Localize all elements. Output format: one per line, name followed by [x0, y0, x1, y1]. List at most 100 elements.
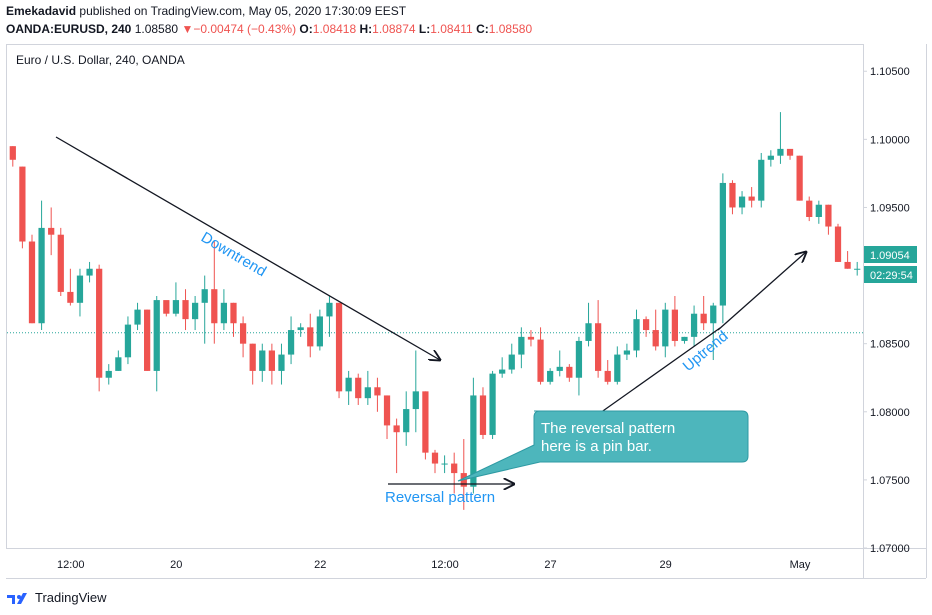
- candle-body: [796, 155, 803, 201]
- candle-body: [297, 327, 304, 331]
- candle-body: [316, 316, 323, 347]
- candle-body: [249, 343, 256, 371]
- candle-body: [825, 204, 832, 227]
- candle-body: [633, 319, 640, 351]
- candle-body: [566, 366, 573, 378]
- candle-body: [642, 319, 650, 331]
- tradingview-logo-icon[interactable]: [6, 591, 30, 605]
- candle-body: [777, 148, 784, 156]
- y-tick-label: 1.08500: [870, 339, 910, 351]
- low-label: L:: [418, 22, 431, 36]
- candle-body: [201, 289, 208, 303]
- y-tick-label: 1.07000: [870, 543, 910, 555]
- candle-body: [19, 166, 26, 242]
- candle-body: [307, 327, 314, 347]
- candle-body: [124, 324, 132, 358]
- candle-body: [345, 377, 352, 392]
- callout-line-1: The reversal pattern: [541, 420, 675, 437]
- candle-body: [220, 302, 228, 324]
- x-tick-label: May: [790, 559, 811, 571]
- price-tag-bg: [864, 246, 917, 263]
- candle-body: [547, 370, 554, 382]
- candle-body: [748, 196, 755, 201]
- x-tick-label: 12:00: [57, 559, 85, 571]
- candle-body: [355, 377, 362, 399]
- candle-body: [527, 336, 535, 340]
- reversal-label: Reversal pattern: [385, 489, 495, 506]
- candle-body: [518, 336, 525, 355]
- x-tick-label: 29: [660, 559, 672, 571]
- candle-body: [758, 159, 765, 201]
- candle-body: [595, 323, 602, 371]
- uptrend-line: [599, 327, 721, 414]
- x-tick-label: 22: [314, 559, 326, 571]
- open-value: 1.08418: [312, 22, 357, 36]
- high-value: 1.08874: [372, 22, 416, 36]
- candle-body: [489, 373, 496, 435]
- callout-line-2: here is a pin bar.: [541, 438, 652, 455]
- candle-body: [806, 200, 813, 217]
- candle-body: [287, 330, 295, 355]
- uptrend-arrow[interactable]: [717, 252, 806, 331]
- high-label: H:: [359, 22, 373, 36]
- footer: TradingView: [6, 590, 107, 605]
- price-axis: 1.105001.100001.095001.090001.085001.080…: [863, 66, 910, 555]
- candle-body: [834, 226, 842, 262]
- candle-body: [115, 357, 122, 371]
- candle-body: [451, 463, 458, 474]
- candle-body: [767, 155, 774, 160]
- candle-body: [508, 354, 515, 370]
- candle-body: [172, 300, 180, 314]
- callout-box[interactable]: [457, 410, 749, 482]
- candle-body: [854, 268, 861, 270]
- publisher-line: Emekadavid published on TradingView.com,…: [6, 4, 406, 18]
- candle-body: [335, 302, 343, 392]
- candle-body: [681, 336, 688, 341]
- candle-body: [623, 350, 631, 355]
- y-tick-label: 1.10000: [870, 134, 910, 146]
- open-label: O:: [299, 22, 313, 36]
- candle-body: [690, 313, 698, 337]
- candle-body: [479, 395, 487, 435]
- low-value: 1.08411: [430, 22, 473, 36]
- candle-body: [230, 302, 237, 324]
- countdown-tag-bg: [864, 266, 917, 283]
- candle-body: [729, 182, 736, 208]
- candle-body: [48, 227, 55, 235]
- candle-body: [537, 339, 544, 382]
- x-tick-label: 27: [544, 559, 556, 571]
- candle-body: [412, 391, 419, 410]
- candle-body: [76, 275, 84, 303]
- candle-body: [815, 204, 822, 217]
- candle-body: [278, 354, 285, 371]
- candle-body: [9, 146, 16, 160]
- candle-body: [326, 302, 333, 317]
- candle-body: [575, 340, 583, 378]
- price-change: −0.00474 (−0.43%): [193, 22, 297, 36]
- candle-body: [393, 425, 400, 433]
- footer-brand[interactable]: TradingView: [35, 590, 107, 605]
- y-tick-label: 1.07500: [870, 475, 910, 487]
- candle-body: [191, 302, 199, 320]
- candle-body: [604, 370, 611, 382]
- candle-body: [738, 196, 746, 208]
- candle-body: [134, 309, 141, 325]
- candle-body: [585, 323, 592, 341]
- candle-body: [700, 313, 707, 324]
- candle-body: [710, 305, 717, 324]
- candle-body: [844, 261, 851, 269]
- author-name[interactable]: Emekadavid: [6, 4, 77, 18]
- candle-body: [268, 350, 275, 371]
- x-tick-label: 12:00: [431, 559, 459, 571]
- candle-body: [403, 409, 410, 433]
- chart-legend-title: Euro / U.S. Dollar, 240, OANDA: [16, 53, 185, 67]
- candle-body: [556, 366, 563, 371]
- candle-body: [57, 234, 64, 292]
- candle-body: [719, 182, 726, 306]
- x-tick-label: 20: [170, 559, 182, 571]
- candle-body: [163, 300, 170, 314]
- y-tick-label: 1.09500: [870, 202, 910, 214]
- candle-body: [614, 354, 621, 382]
- downtrend-arrow[interactable]: [55, 136, 440, 360]
